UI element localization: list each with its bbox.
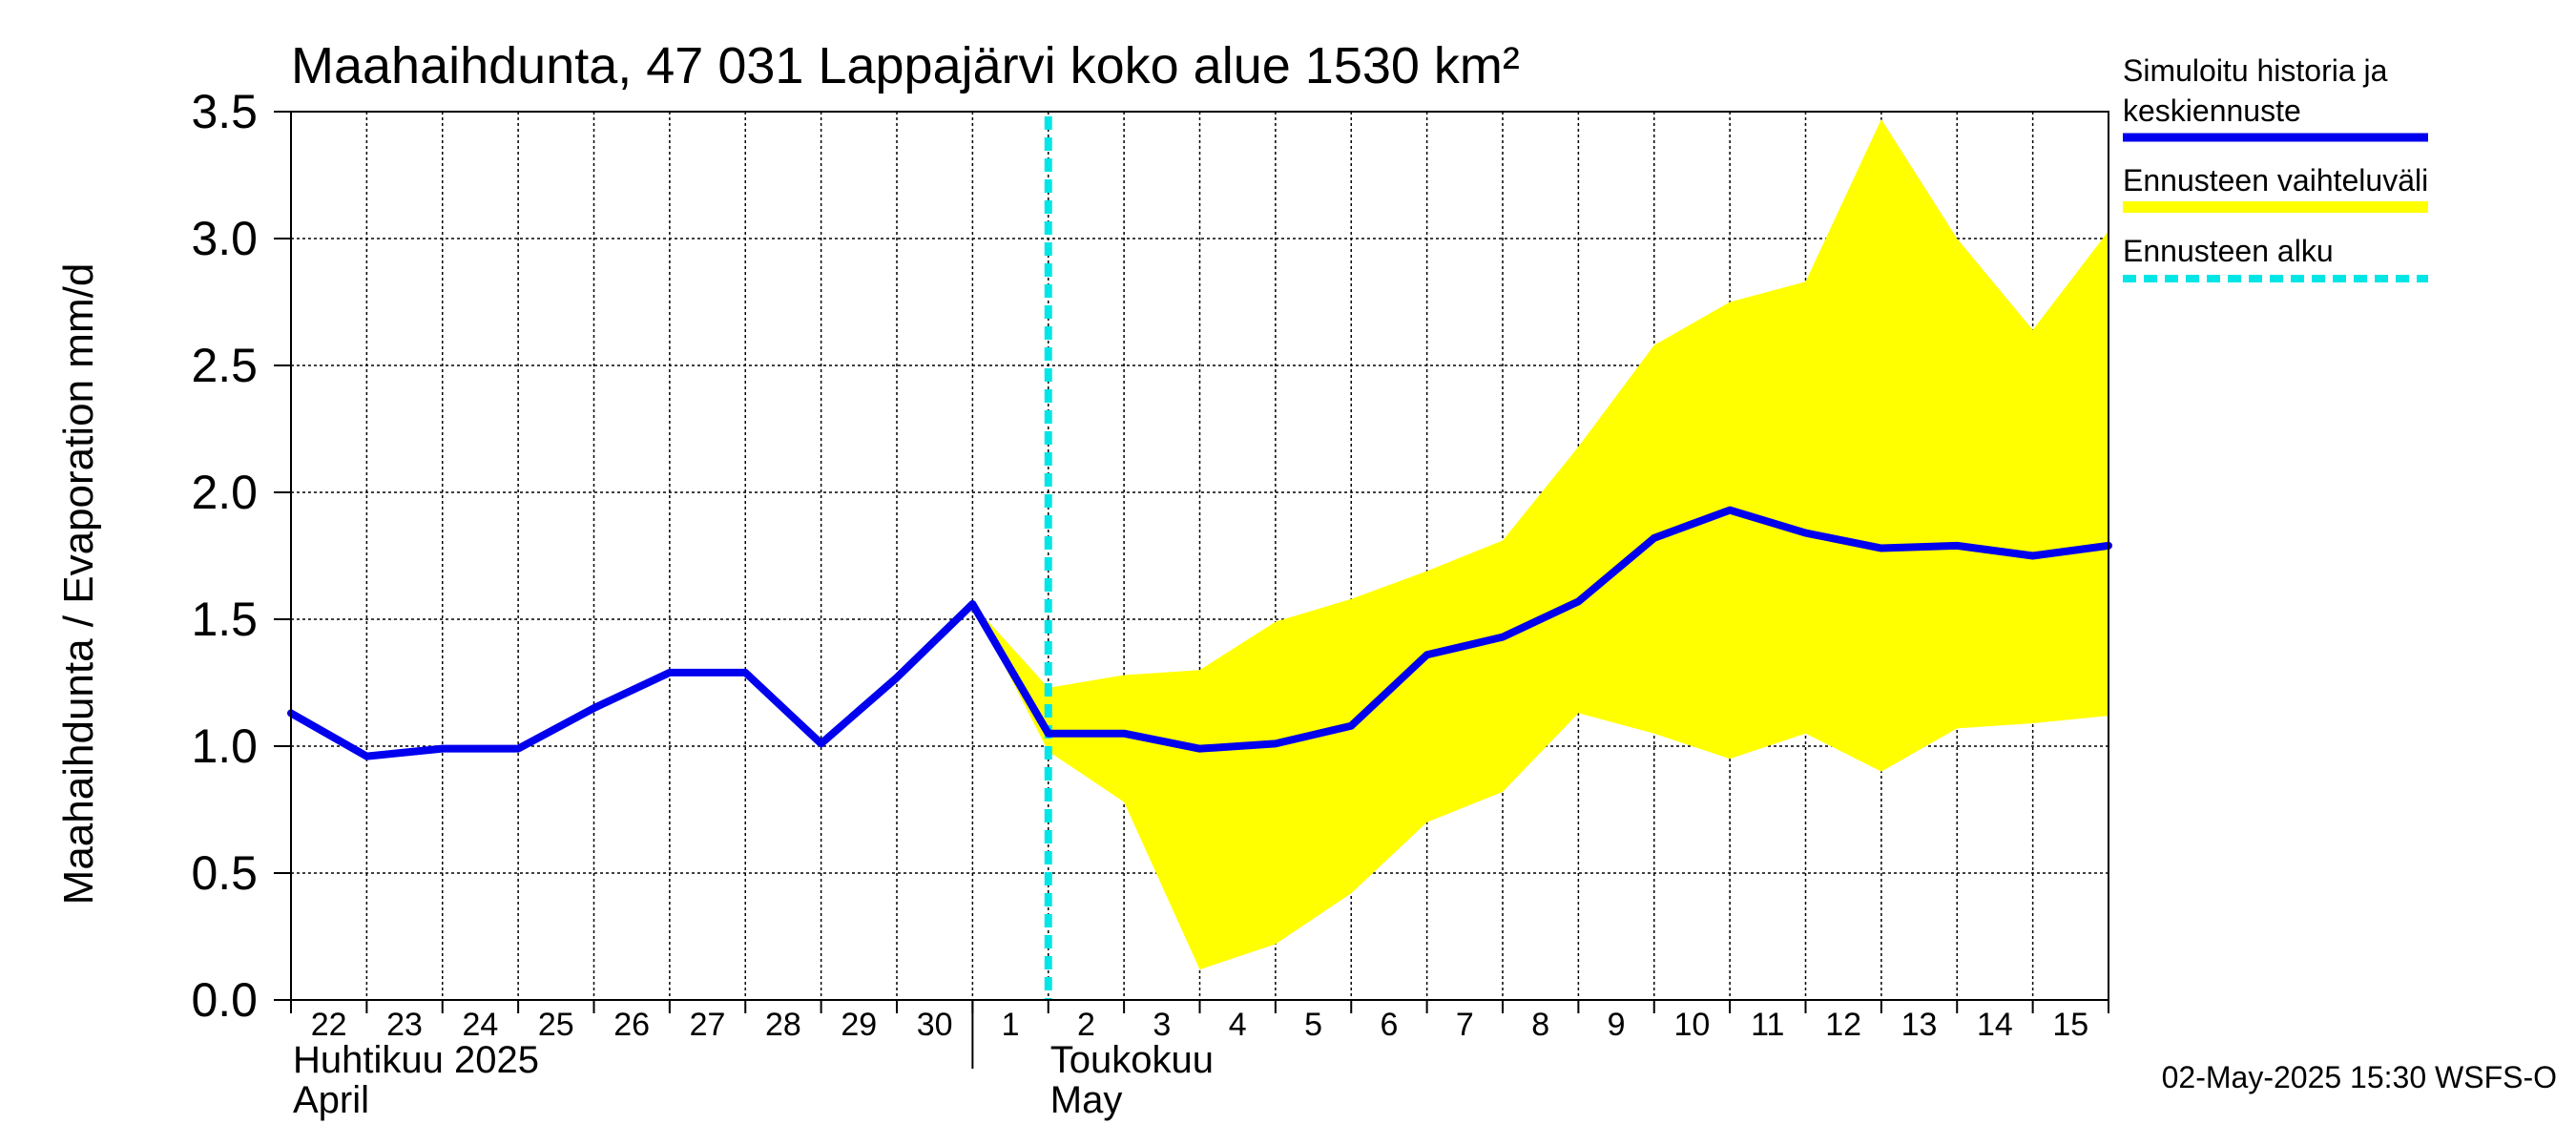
x-tick-label: 11 [1751,1007,1784,1043]
series-point [1122,732,1126,736]
month-label-fi: Toukokuu [1050,1039,1214,1081]
legend-label: Ennusteen alku [2123,234,2334,268]
footer-timestamp: 02-May-2025 15:30 WSFS-O [2162,1060,2557,1094]
x-tick-label: 15 [2052,1007,2088,1043]
legend-label: Simuloitu historia ja [2123,53,2388,88]
series-point [668,671,672,675]
x-tick-label: 30 [917,1007,953,1043]
series-point [1955,544,1959,548]
x-tick-label: 25 [538,1007,574,1043]
series-point [1274,741,1278,745]
series-point [1349,724,1353,728]
x-tick-label: 4 [1229,1007,1247,1043]
series-point [1880,547,1883,551]
y-tick-label: 0.0 [191,973,258,1027]
y-axis-label: Maahaihdunta / Evaporation mm/d [55,263,102,906]
y-tick-labels: 0.0 0.5 1.0 1.5 2.0 2.5 3.0 3.5 [191,85,258,1027]
series-point [441,747,445,751]
y-tick-label: 1.0 [191,719,258,773]
y-tick-label: 0.5 [191,846,258,900]
x-tick-label: 10 [1674,1007,1711,1043]
series-point [2031,554,2035,557]
forecast-range-band [972,118,2109,970]
series-point [1652,536,1656,540]
series-point [1047,732,1050,736]
series-point [820,741,823,745]
axes [274,111,2109,1069]
x-tick-label: 13 [1901,1007,1938,1043]
series-point [970,602,974,606]
series-point [1576,599,1580,603]
x-tick-label: 6 [1380,1007,1398,1043]
series-point [364,755,368,759]
series-point [743,671,747,675]
legend-label: keskiennuste [2123,94,2301,128]
y-tick-label: 2.5 [191,339,258,392]
series-point [1425,653,1429,656]
x-tick-label: 28 [765,1007,801,1043]
month-label-en: May [1050,1079,1123,1121]
x-tick-label: 12 [1825,1007,1861,1043]
x-tick-label: 3 [1153,1007,1171,1043]
series-point [1501,635,1505,639]
y-tick-label: 3.5 [191,85,258,138]
series-point [1804,531,1807,535]
series-point [895,676,899,679]
x-tick-labels: 22 23 24 25 26 27 28 29 30 1 2 3 4 5 6 7 8 9 10 11 12 13 14 15 [311,1007,2088,1043]
series-point [516,747,520,751]
series-point [592,706,595,710]
legend-label: Ennusteen vaihteluväli [2123,163,2428,198]
month-label-fi: Huhtikuu 2025 [293,1039,539,1081]
month-label-en: April [293,1079,369,1121]
x-tick-label: 24 [463,1007,499,1043]
chart-title: Maahaihdunta, 47 031 Lappajärvi koko alu… [291,37,1520,94]
x-tick-label: 23 [386,1007,423,1043]
x-tick-label: 27 [690,1007,726,1043]
x-tick-label: 2 [1077,1007,1095,1043]
x-tick-label: 22 [311,1007,347,1043]
y-tick-label: 3.0 [191,212,258,265]
series-point [1198,747,1201,751]
y-tick-label: 1.5 [191,593,258,646]
legend: Simuloitu historia ja keskiennuste Ennuste… [2123,53,2428,282]
x-tick-label: 5 [1304,1007,1322,1043]
x-tick-label: 29 [841,1007,877,1043]
x-tick-label: 9 [1608,1007,1626,1043]
series-point [1728,509,1732,512]
x-tick-label: 14 [1977,1007,2013,1043]
x-tick-label: 8 [1531,1007,1549,1043]
x-tick-label: 7 [1456,1007,1474,1043]
forecast-range-area [972,118,2109,970]
x-tick-label: 1 [1002,1007,1020,1043]
x-tick-label: 26 [613,1007,650,1043]
y-tick-label: 2.0 [191,466,258,519]
